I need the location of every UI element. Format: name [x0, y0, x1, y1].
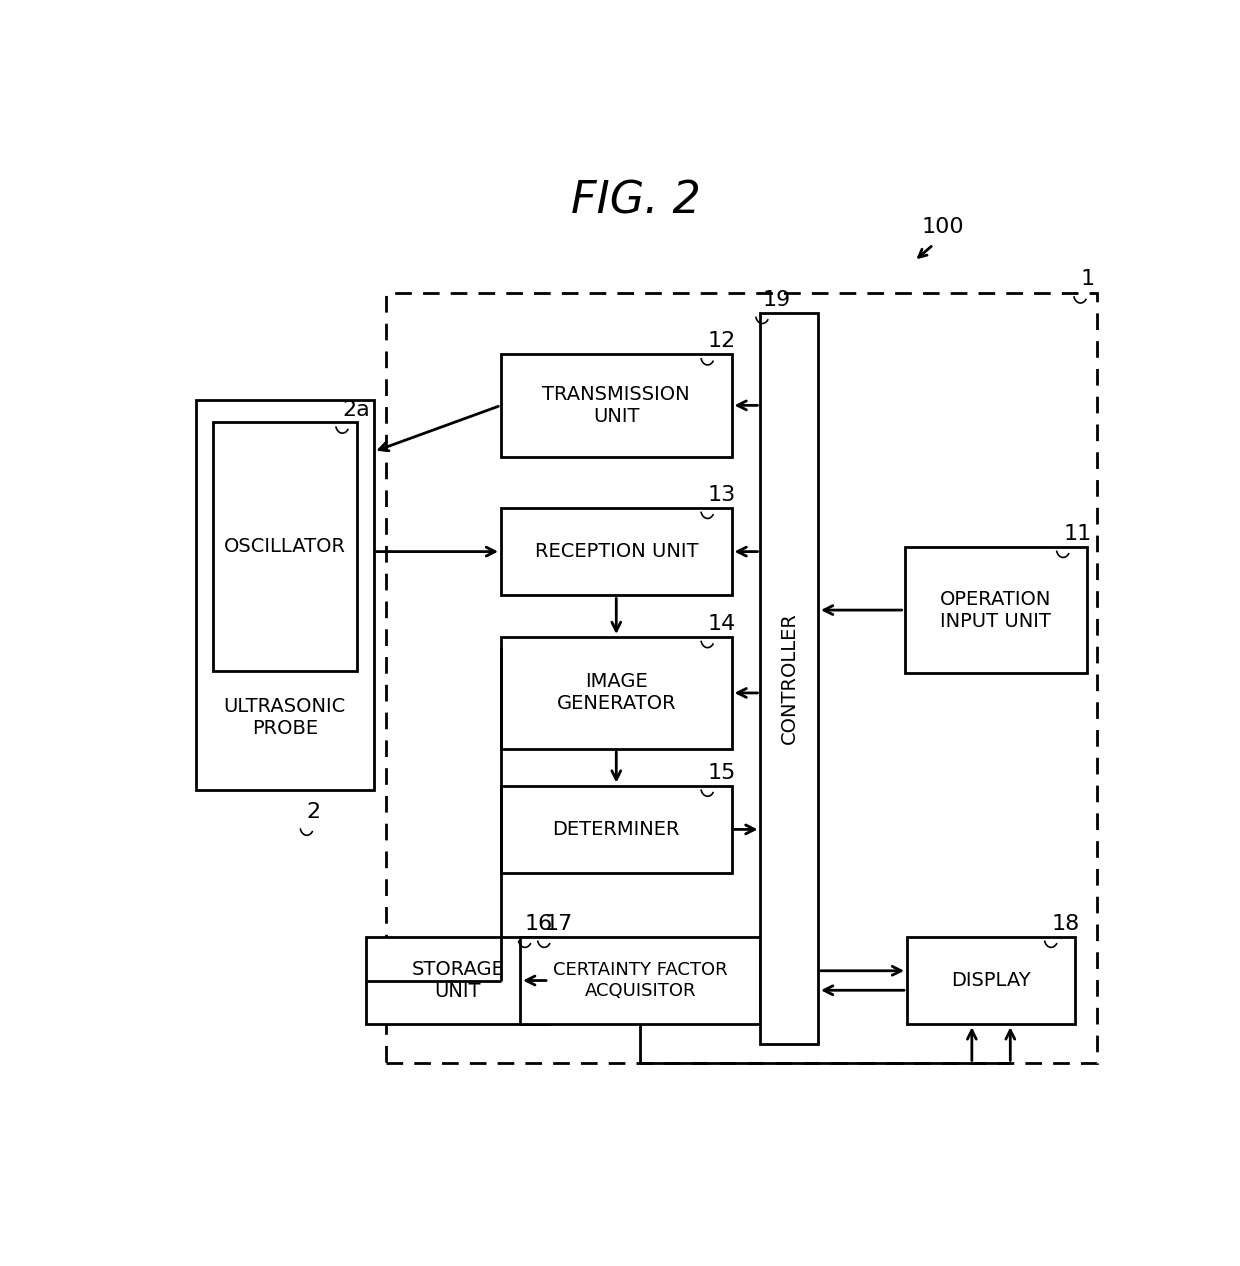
Bar	[501, 508, 732, 595]
Text: OPERATION
INPUT UNIT: OPERATION INPUT UNIT	[940, 590, 1052, 630]
Text: CERTAINTY FACTOR
ACQUISITOR: CERTAINTY FACTOR ACQUISITOR	[553, 961, 728, 1000]
Text: 13: 13	[708, 485, 735, 505]
Text: DETERMINER: DETERMINER	[553, 820, 680, 839]
Text: 16: 16	[525, 914, 553, 934]
Text: ULTRASONIC
PROBE: ULTRASONIC PROBE	[223, 696, 346, 738]
Text: IMAGE
GENERATOR: IMAGE GENERATOR	[557, 672, 676, 714]
Text: 1: 1	[1080, 270, 1095, 290]
Bar	[760, 313, 818, 1044]
Text: 18: 18	[1052, 914, 1079, 934]
Bar	[501, 354, 732, 457]
Text: 2: 2	[306, 801, 321, 822]
Text: DISPLAY: DISPLAY	[951, 971, 1030, 990]
Text: 14: 14	[708, 614, 735, 634]
Bar	[905, 547, 1087, 674]
Text: FIG. 2: FIG. 2	[570, 180, 701, 222]
Text: 17: 17	[544, 914, 573, 934]
Bar	[213, 423, 357, 671]
Bar	[386, 294, 1096, 1063]
Text: 11: 11	[1063, 524, 1091, 544]
Text: CONTROLLER: CONTROLLER	[780, 613, 799, 744]
Bar	[501, 637, 732, 749]
Text: 2a: 2a	[342, 400, 371, 419]
Text: STORAGE
UNIT: STORAGE UNIT	[412, 960, 505, 1001]
Bar	[196, 400, 373, 790]
Text: 100: 100	[921, 216, 965, 237]
Bar	[521, 937, 760, 1024]
Bar	[501, 785, 732, 874]
Bar	[367, 937, 549, 1024]
Text: 19: 19	[763, 290, 791, 310]
Text: OSCILLATOR: OSCILLATOR	[223, 537, 346, 556]
Text: TRANSMISSION
UNIT: TRANSMISSION UNIT	[542, 385, 691, 425]
Bar	[906, 937, 1075, 1024]
Text: 12: 12	[708, 332, 735, 351]
Text: RECEPTION UNIT: RECEPTION UNIT	[534, 542, 698, 561]
Text: 15: 15	[708, 762, 737, 782]
